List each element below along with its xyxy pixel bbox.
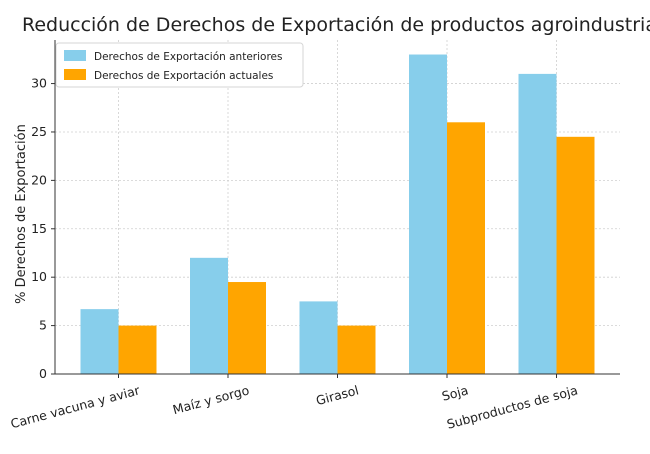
bar-actuales-4 — [556, 136, 595, 374]
bar-actuales-0 — [118, 325, 157, 374]
legend-label-actuales: Derechos de Exportación actuales — [94, 70, 273, 82]
y-tick-label: 30 — [31, 76, 47, 91]
bar-anteriores-4 — [518, 73, 557, 374]
bars-layer — [80, 54, 595, 375]
bar-anteriores-3 — [409, 54, 447, 375]
y-tick-label: 25 — [31, 124, 47, 139]
bar-actuales-1 — [228, 282, 266, 374]
x-tick-label: Carne vacuna y aviar — [9, 382, 142, 431]
x-tick-label: Girasol — [314, 382, 360, 408]
legend-swatch-anteriores — [64, 50, 86, 61]
y-axis-label: % Derechos de Exportación — [14, 124, 29, 304]
x-tick-label: Maíz y sorgo — [171, 382, 251, 417]
bar-actuales-3 — [447, 122, 485, 374]
y-tick-label: 20 — [31, 172, 47, 187]
y-tick-label: 10 — [31, 269, 47, 284]
y-tick-label: 5 — [39, 318, 47, 333]
chart-title: Reducción de Derechos de Exportación de … — [22, 14, 650, 36]
legend: Derechos de Exportación anteriores Derec… — [55, 42, 304, 88]
y-tick-label: 15 — [31, 221, 47, 236]
legend-label-anteriores: Derechos de Exportación anteriores — [94, 51, 282, 63]
legend-swatch-actuales — [64, 69, 86, 80]
bar-anteriores-0 — [80, 309, 119, 374]
x-tick-label: Soja — [440, 382, 470, 403]
y-tick-label: 0 — [39, 366, 47, 381]
bar-anteriores-1 — [190, 257, 228, 374]
bar-actuales-2 — [337, 325, 376, 374]
legend-frame — [55, 42, 304, 88]
bar-anteriores-2 — [299, 301, 338, 374]
